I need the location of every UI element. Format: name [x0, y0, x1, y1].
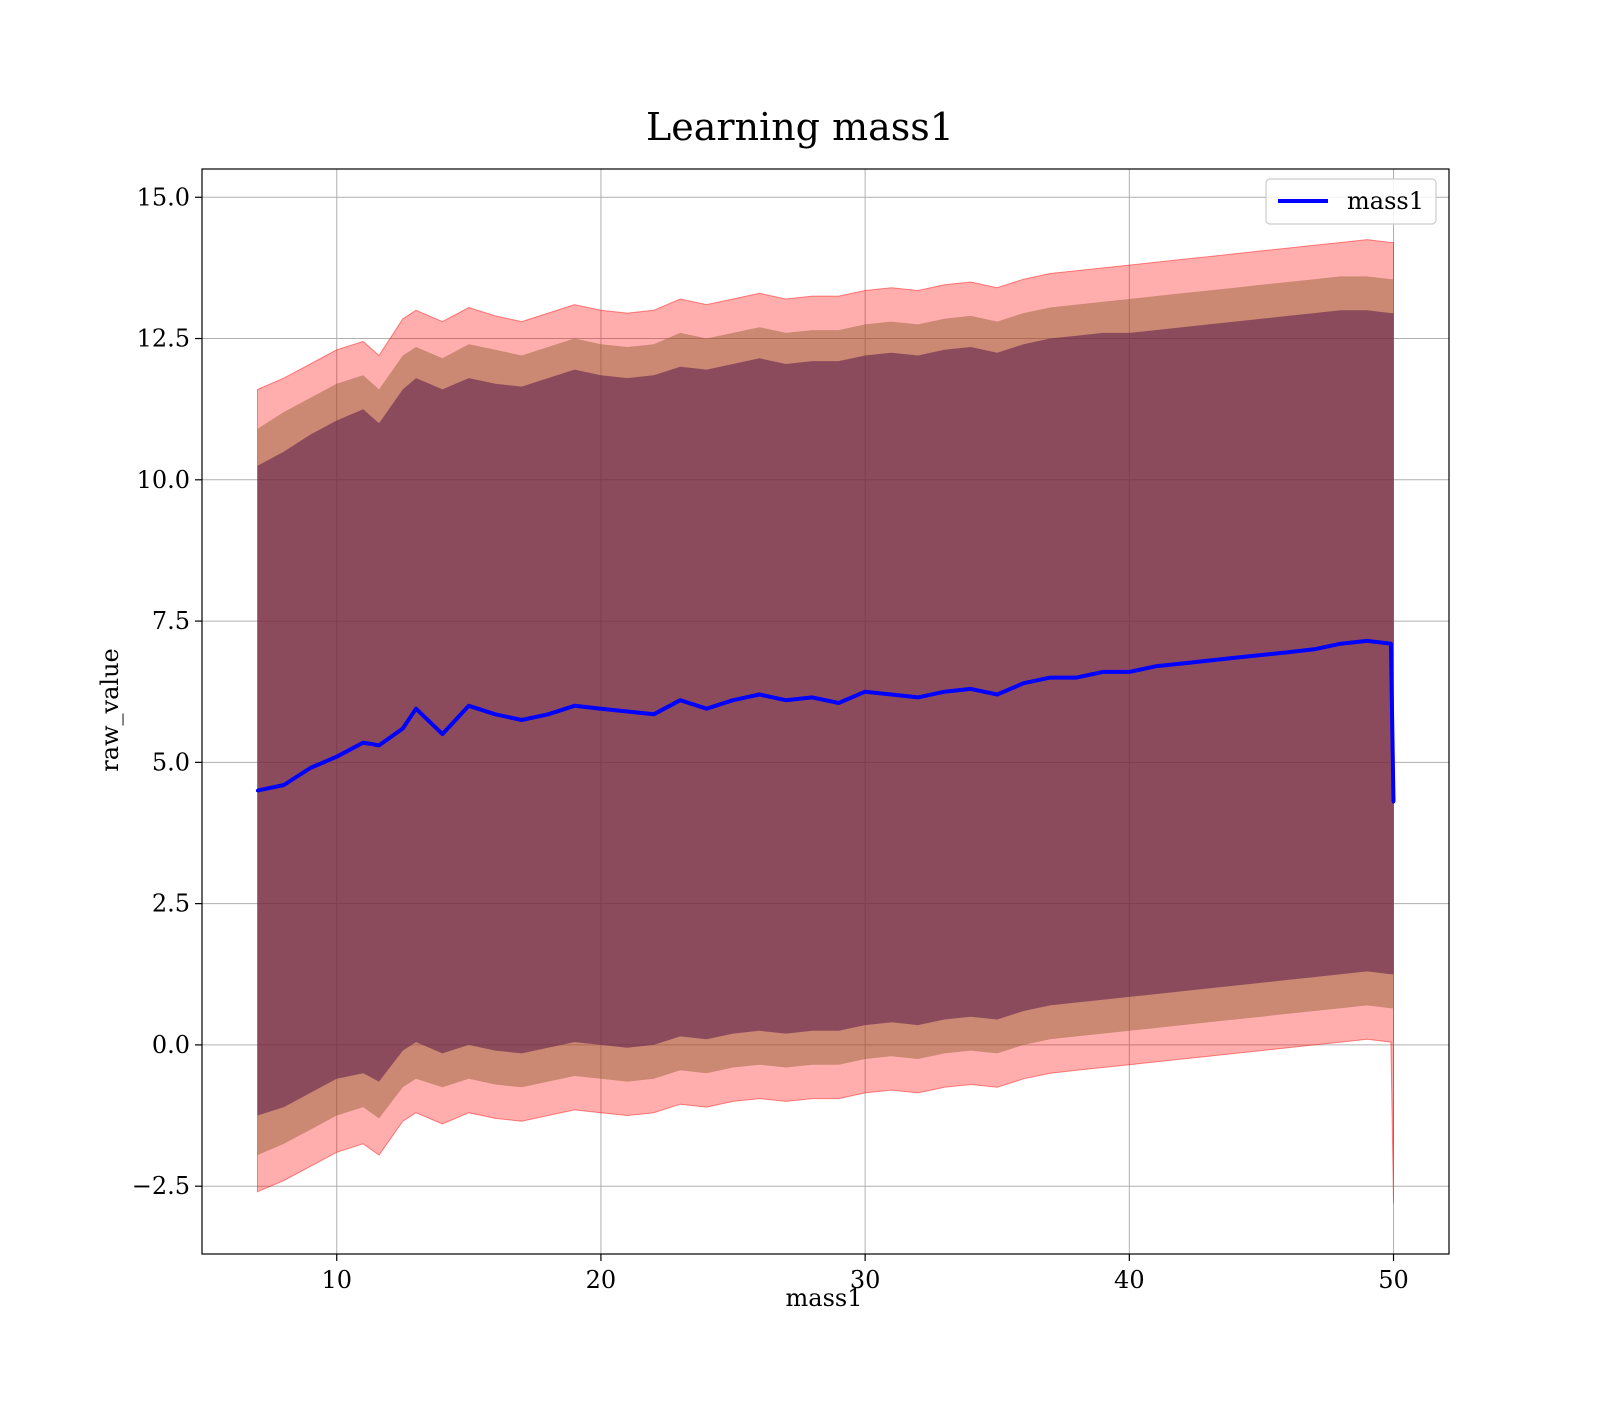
data-point [1154, 664, 1158, 668]
data-point [1391, 800, 1396, 804]
band-inner [257, 310, 1394, 1116]
data-point [1389, 642, 1393, 646]
data-point [1022, 681, 1026, 685]
data-point [863, 690, 867, 694]
data-point [678, 698, 682, 702]
data-point [1048, 676, 1052, 680]
data-point [335, 755, 339, 759]
data-point [757, 692, 762, 697]
data-point [467, 704, 471, 708]
series-line-mass1 [257, 638, 1396, 802]
y-tick-label: 15.0 [137, 183, 190, 211]
data-point [493, 712, 497, 716]
data-point [308, 766, 312, 770]
tick-layer: 10 20 30 40 50 −2.5 0.0 2.5 5.0 7.5 10.0 12.5 15.0 [132, 183, 1409, 1294]
y-tick-label: 10.0 [137, 466, 190, 494]
x-tick-label: 40 [1114, 1266, 1145, 1294]
y-tick-label: 0.0 [152, 1031, 190, 1059]
x-tick-label: 50 [1378, 1266, 1409, 1294]
data-point [731, 698, 735, 702]
data-point [255, 789, 260, 793]
data-point [784, 698, 788, 702]
data-point [1365, 639, 1369, 643]
x-axis-label: mass1 [786, 1284, 863, 1312]
data-point [1074, 676, 1079, 680]
data-point [1101, 670, 1105, 674]
legend: mass1 [1265, 178, 1437, 225]
data-point [969, 687, 973, 691]
legend-label-mass1: mass1 [1347, 187, 1424, 215]
data-point [1180, 661, 1184, 666]
data-point [837, 701, 841, 705]
data-point [1233, 656, 1237, 660]
data-point [1312, 647, 1316, 651]
y-tick-label: 7.5 [152, 607, 190, 635]
x-tick-label: 30 [850, 1266, 881, 1294]
data-point [1207, 659, 1211, 663]
data-point [995, 692, 999, 697]
data-point [377, 743, 381, 748]
y-tick-label: 2.5 [152, 890, 190, 918]
y-tick-label: 12.5 [137, 325, 190, 353]
x-tick-label: 10 [321, 1266, 352, 1294]
data-point [572, 704, 577, 708]
x-tick-label: 20 [586, 1266, 617, 1294]
data-point [401, 726, 405, 731]
legend-box [1265, 178, 1437, 225]
data-point [705, 707, 709, 711]
band-layer [257, 239, 1394, 1204]
data-point [599, 707, 603, 711]
data-point [440, 732, 444, 736]
data-point [625, 709, 630, 714]
data-point [520, 718, 524, 722]
data-point [282, 783, 286, 787]
chart-title: Learning mass1 [646, 105, 954, 149]
data-point [916, 695, 920, 700]
data-point [414, 707, 418, 711]
data-point [361, 741, 365, 745]
line-layer [255, 638, 1396, 804]
data-point [889, 692, 894, 697]
data-point [1259, 653, 1263, 657]
data-point [652, 712, 656, 716]
plot-frame [201, 168, 1450, 1255]
data-point [810, 695, 814, 700]
data-point [1286, 650, 1290, 654]
data-point [546, 712, 550, 716]
y-axis-label: raw_value [96, 648, 124, 772]
y-tick-label: 5.0 [152, 748, 190, 776]
data-point [942, 690, 947, 694]
data-point [1127, 670, 1131, 674]
data-point [1339, 642, 1343, 646]
y-tick-label: −2.5 [132, 1172, 190, 1200]
